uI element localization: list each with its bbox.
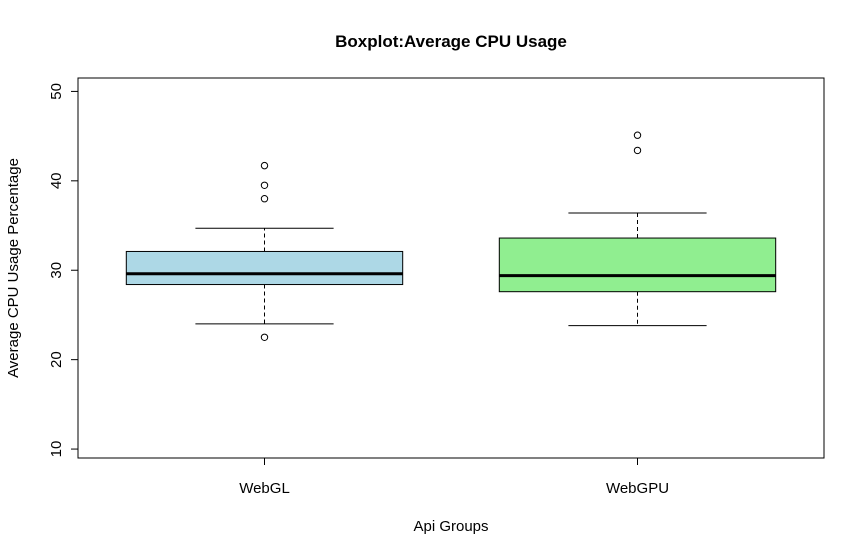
outlier-point	[633, 131, 642, 139]
outlier-point	[260, 195, 269, 203]
x-tick-label: WebGPU	[606, 480, 669, 497]
y-tick-label: 20	[48, 351, 65, 368]
iqr-box	[125, 250, 404, 286]
outlier-point	[260, 181, 269, 189]
y-tick-label: 50	[48, 83, 65, 100]
y-axis: 10 20 30 40 50	[48, 83, 79, 458]
x-axis-title: Api Groups	[413, 518, 488, 535]
outlier-point	[633, 146, 642, 155]
y-tick-label: 30	[48, 262, 65, 279]
box-webgl	[125, 161, 404, 341]
x-tick-label: WebGL	[239, 480, 290, 497]
y-tick-label: 40	[48, 172, 65, 189]
box-group	[125, 131, 777, 341]
outlier-point	[260, 333, 269, 341]
y-axis-title: Average CPU Usage Percentage	[5, 158, 22, 378]
y-tick-label: 10	[48, 441, 65, 458]
box-webgpu	[498, 131, 777, 327]
chart-title: Boxplot:Average CPU Usage	[335, 32, 567, 51]
outlier-point	[260, 161, 269, 170]
x-axis: WebGL WebGPU	[239, 457, 669, 497]
iqr-box	[498, 237, 777, 293]
